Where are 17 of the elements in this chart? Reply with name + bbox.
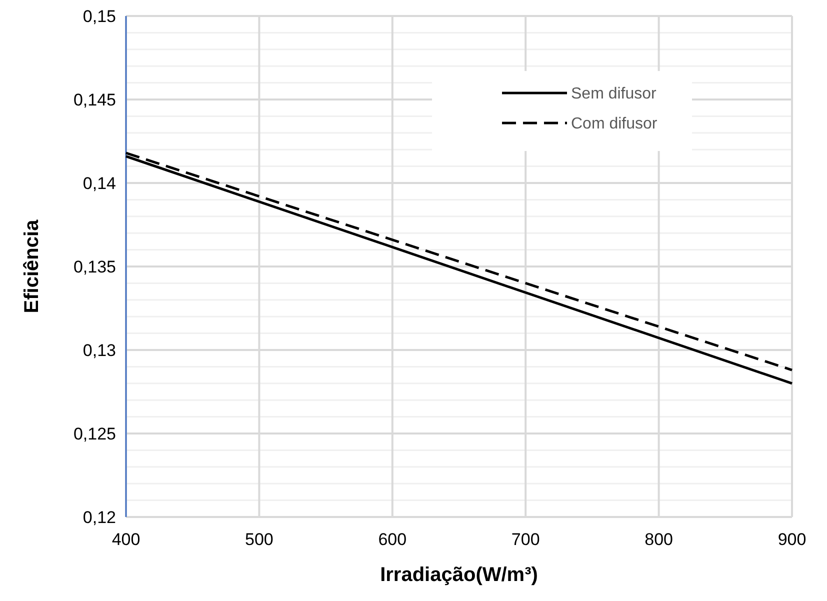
legend-label: Com difusor	[571, 116, 658, 133]
x-tick-label: 500	[245, 530, 274, 549]
x-tick-label: 400	[112, 530, 140, 549]
y-tick-label: 0,12	[82, 508, 116, 527]
y-tick-label: 0,125	[73, 424, 116, 444]
y-tick-label: 0,13	[82, 340, 116, 360]
x-tick-label: 700	[511, 530, 540, 549]
y-tick-label: 0,15	[82, 6, 116, 26]
legend-label: Sem difusor	[571, 86, 658, 103]
y-tick-label: 0,14	[82, 174, 116, 193]
x-tick-label: 900	[778, 530, 806, 549]
y-tick-label: 0,135	[73, 257, 116, 276]
y-axis-title: Eficiência	[21, 218, 43, 314]
y-tick-label: 0,145	[73, 90, 116, 110]
x-tick-label: 600	[378, 530, 407, 549]
x-axis-title: Irradiação(W/m³)	[380, 564, 538, 586]
x-tick-label: 800	[644, 530, 673, 549]
